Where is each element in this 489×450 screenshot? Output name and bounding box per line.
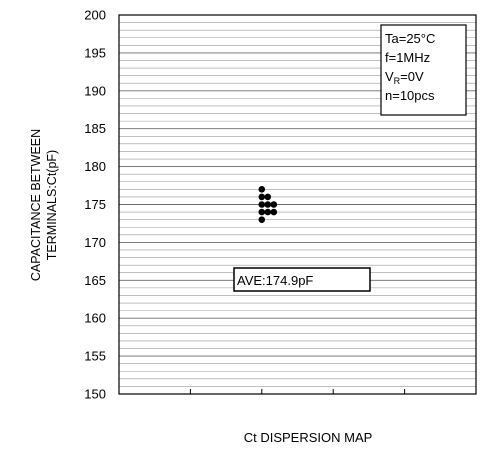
condition-sample-count: n=10pcs xyxy=(385,88,435,103)
condition-temperature: Ta=25°C xyxy=(385,31,435,46)
data-point xyxy=(258,186,266,193)
y-tick-label: 180 xyxy=(84,159,106,174)
x-axis-title: Ct DISPERSION MAP xyxy=(244,430,373,445)
data-point xyxy=(264,208,272,216)
data-point xyxy=(258,193,266,201)
y-tick-label: 185 xyxy=(84,121,106,136)
y-tick-label: 160 xyxy=(84,311,106,326)
data-point xyxy=(258,201,266,208)
y-axis-title: CAPACITANCE BETWEEN TERMINALS:Ct(pF) xyxy=(29,129,59,281)
y-tick-label: 170 xyxy=(84,235,106,250)
data-points xyxy=(258,186,278,223)
data-point xyxy=(270,201,278,208)
y-tick-label: 150 xyxy=(84,387,106,402)
average-box: AVE:174.9pF xyxy=(233,267,371,292)
x-axis-ticks xyxy=(189,389,406,394)
average-label: AVE:174.9pF xyxy=(237,273,313,288)
conditions-box: Ta=25°C f=1MHz VR=0V n=10pcs xyxy=(380,24,467,116)
condition-voltage: VR=0V xyxy=(385,69,424,86)
data-point xyxy=(264,201,272,208)
condition-frequency: f=1MHz xyxy=(385,50,430,65)
y-tick-label: 195 xyxy=(84,45,106,60)
y-tick-label: 200 xyxy=(84,8,106,23)
y-tick-label: 155 xyxy=(84,349,106,364)
y-tick-label: 165 xyxy=(84,273,106,288)
data-point xyxy=(264,193,272,201)
y-tick-label: 175 xyxy=(84,197,106,212)
y-tick-label: 190 xyxy=(84,83,106,98)
data-point xyxy=(258,208,266,216)
data-point xyxy=(270,208,278,216)
y-axis-title-line-2: TERMINALS:Ct(pF) xyxy=(45,150,59,260)
y-axis-tick-labels: 150 155 160 165 170 175 180 185 190 195 200 xyxy=(84,8,106,402)
data-point xyxy=(258,216,266,223)
plot-area-frame xyxy=(118,14,477,395)
y-axis-title-line-1: CAPACITANCE BETWEEN xyxy=(29,129,43,281)
